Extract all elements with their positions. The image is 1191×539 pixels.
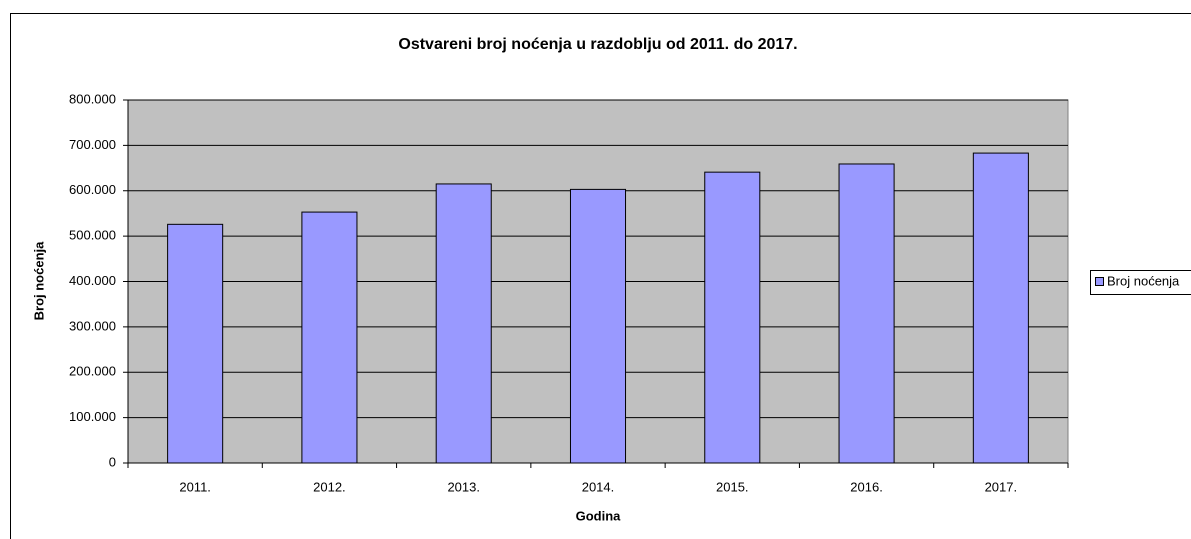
bar [435, 183, 492, 464]
x-tick-label: 2011. [179, 479, 211, 494]
x-tick-label: 2015. [716, 479, 749, 494]
y-tick-label: 600.000 [69, 182, 116, 197]
y-tick-label: 200.000 [69, 364, 116, 379]
bar [704, 171, 761, 464]
y-tick-label: 800.000 [69, 91, 116, 106]
y-tick-label: 400.000 [69, 273, 116, 288]
y-tick-label: 0 [109, 454, 116, 469]
x-tick-label: 2012. [313, 479, 346, 494]
x-tick-label: 2014. [582, 479, 615, 494]
legend-label: Broj noćenja [1107, 273, 1180, 288]
bar [838, 163, 895, 464]
bar [301, 211, 358, 464]
legend-swatch [1095, 277, 1104, 286]
bar [972, 152, 1029, 464]
chart-title: Ostvareni broj noćenja u razdoblju od 20… [398, 36, 797, 53]
y-tick-label: 300.000 [69, 318, 116, 333]
x-tick-label: 2016. [850, 479, 883, 494]
bar [167, 223, 224, 464]
y-tick-label: 100.000 [69, 409, 116, 424]
bar [569, 188, 627, 464]
legend-box [1090, 270, 1191, 295]
x-tick-label: 2013. [447, 479, 480, 494]
x-axis-label: Godina [576, 508, 622, 523]
y-axis-label: Broj noćenja [31, 241, 46, 321]
y-tick-label: 700.000 [69, 137, 116, 152]
x-tick-label: 2017. [985, 479, 1018, 494]
y-tick-label: 500.000 [69, 228, 116, 243]
